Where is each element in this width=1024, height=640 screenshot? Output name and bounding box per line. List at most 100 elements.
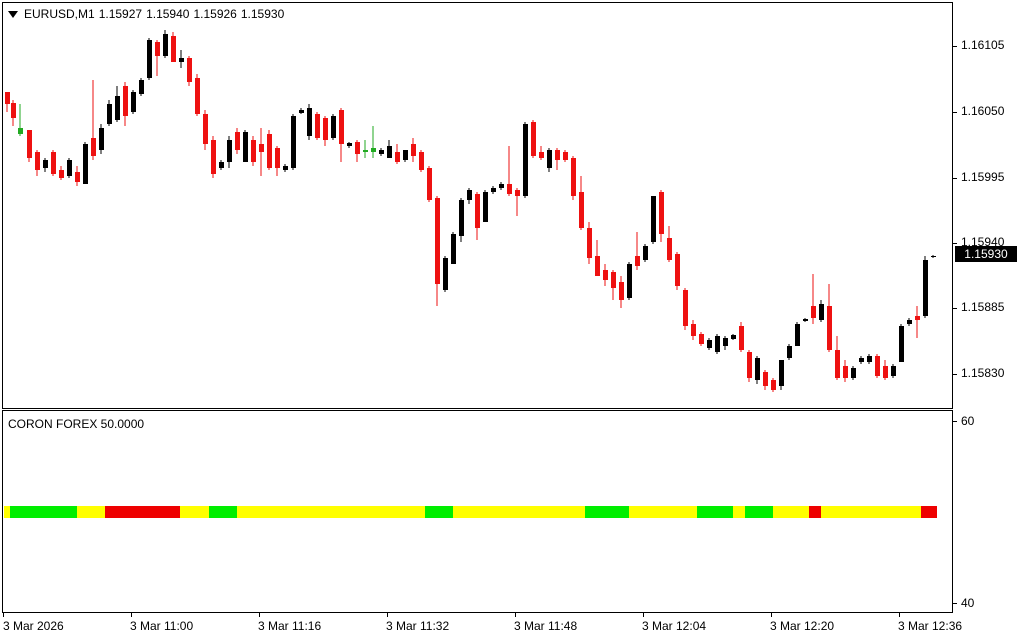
- price-tick: [953, 178, 957, 179]
- bearish-candle: [571, 156, 576, 200]
- indicator-segment-yellow: [629, 506, 697, 518]
- indicator-segment-yellow: [773, 506, 809, 518]
- bearish-candle: [771, 378, 776, 392]
- price-label: 1.15885: [961, 300, 1005, 314]
- bearish-candle: [811, 274, 816, 324]
- bearish-candle: [835, 336, 840, 380]
- time-label: 3 Mar 2026: [3, 619, 64, 633]
- indicator-segment-yellow: [4, 506, 10, 518]
- bullish-candle: [83, 142, 88, 184]
- time-tick: [3, 613, 4, 617]
- bearish-candle: [259, 128, 264, 176]
- doji-candle: [371, 126, 376, 158]
- bullish-candle: [107, 100, 112, 126]
- price-label: 1.15940: [961, 235, 1005, 249]
- close-price: 1.15930: [240, 7, 285, 21]
- bullish-candle: [291, 114, 296, 170]
- price-tick: [953, 46, 957, 47]
- indicator-segment-green: [697, 506, 733, 518]
- bearish-candle: [555, 148, 560, 170]
- dropdown-triangle-icon[interactable]: [8, 10, 18, 18]
- bullish-candle: [451, 232, 456, 264]
- bullish-candle: [67, 158, 72, 178]
- symbol-label: EURUSD,M1: [24, 7, 95, 21]
- high-price: 1.15940: [146, 7, 190, 21]
- bearish-candle: [251, 136, 256, 166]
- bearish-candle: [539, 146, 544, 160]
- bullish-candle: [899, 324, 904, 362]
- bearish-candle: [35, 150, 40, 176]
- bullish-candle: [227, 136, 232, 168]
- time-label: 3 Mar 12:04: [642, 619, 707, 633]
- bearish-candle: [11, 100, 16, 126]
- indicator-title: CORON FOREX 50.0000: [8, 417, 145, 431]
- time-label: 3 Mar 12:36: [898, 619, 963, 633]
- time-tick: [515, 613, 516, 617]
- bearish-candle: [123, 82, 128, 126]
- bullish-candle: [779, 360, 784, 390]
- bearish-candle: [531, 120, 536, 158]
- bearish-candle: [339, 108, 344, 162]
- bullish-candle: [283, 164, 288, 172]
- current-price-marker: 1.15930: [955, 246, 1017, 262]
- bearish-candle: [475, 192, 480, 240]
- bullish-candle: [931, 255, 936, 258]
- bullish-candle: [891, 364, 896, 378]
- time-tick: [643, 613, 644, 617]
- bullish-candle: [523, 122, 528, 198]
- time-tick: [387, 613, 388, 617]
- bullish-candle: [851, 366, 856, 380]
- bearish-candle: [275, 146, 280, 176]
- bearish-candle: [747, 350, 752, 382]
- time-label: 3 Mar 11:48: [514, 619, 578, 633]
- bullish-candle: [139, 78, 144, 96]
- bullish-candle: [499, 182, 504, 190]
- price-axis: 1.16105 1.16050 1.15995 1.15940 1.15885 …: [953, 0, 1024, 640]
- bearish-candle: [691, 320, 696, 340]
- bearish-candle: [739, 322, 744, 352]
- indicator-segment-green: [745, 506, 773, 518]
- bearish-candle: [843, 360, 848, 382]
- bearish-candle: [507, 146, 512, 196]
- symbol-header: EURUSD,M1 1.15927 1.15940 1.15926 1.1593…: [8, 7, 284, 21]
- price-label: 1.15830: [961, 366, 1005, 380]
- time-label: 3 Mar 12:20: [770, 619, 835, 633]
- time-tick: [771, 613, 772, 617]
- doji-candle: [363, 140, 368, 158]
- bearish-candle: [171, 32, 176, 62]
- bearish-candle: [51, 150, 56, 176]
- indicator-tick: [953, 603, 957, 604]
- bullish-candle: [803, 318, 808, 322]
- indicator-segment-yellow: [77, 506, 105, 518]
- price-label: 1.15995: [961, 170, 1005, 184]
- bearish-candle: [595, 240, 600, 276]
- bullish-candle: [443, 256, 448, 292]
- indicator-segment-green: [209, 506, 237, 518]
- bearish-candle: [5, 92, 10, 112]
- bullish-candle: [907, 318, 912, 326]
- price-tick: [953, 374, 957, 375]
- bullish-candle: [163, 30, 168, 58]
- bearish-candle: [323, 116, 328, 146]
- indicator-segment-yellow: [453, 506, 585, 518]
- bearish-candle: [587, 222, 592, 264]
- bearish-candle: [27, 130, 32, 162]
- bullish-candle: [923, 256, 928, 318]
- indicator-segment-green: [10, 506, 77, 518]
- bullish-candle: [131, 90, 136, 114]
- time-tick: [131, 613, 132, 617]
- bullish-candle: [467, 188, 472, 204]
- bearish-candle: [659, 190, 664, 242]
- bullish-candle: [859, 356, 864, 364]
- bullish-candle: [299, 108, 304, 114]
- bullish-candle: [179, 50, 184, 68]
- bullish-candle: [219, 160, 224, 170]
- time-axis: 3 Mar 2026 3 Mar 11:00 3 Mar 11:16 3 Mar…: [0, 613, 1024, 640]
- bearish-candle: [619, 276, 624, 308]
- bearish-candle: [611, 270, 616, 300]
- bullish-candle: [819, 300, 824, 322]
- bearish-candle: [427, 166, 432, 202]
- bullish-candle: [867, 354, 872, 364]
